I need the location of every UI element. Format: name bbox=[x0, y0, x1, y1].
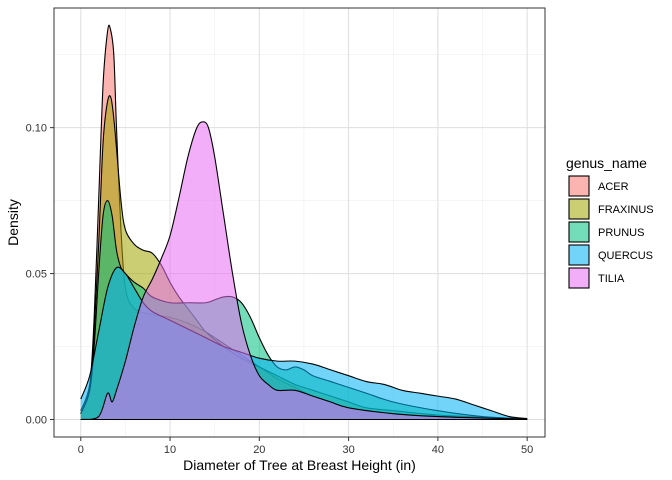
x-tick-label: 40 bbox=[432, 444, 444, 456]
density-line-tilia bbox=[80, 121, 528, 421]
x-tick-label: 50 bbox=[521, 444, 533, 456]
y-tick-label: 0.00 bbox=[26, 414, 47, 426]
panel-border bbox=[53, 7, 546, 438]
legend-label-prunus: PRUNUS bbox=[598, 227, 644, 239]
x-tick-label: 0 bbox=[78, 444, 84, 456]
legend-key-quercus bbox=[568, 244, 590, 266]
x-tick-label: 20 bbox=[253, 444, 265, 456]
legend-title: genus_name bbox=[566, 155, 647, 171]
x-axis: 0 10 20 30 40 50 bbox=[78, 437, 533, 456]
plot-panel bbox=[53, 7, 546, 438]
legend-label-fraxinus: FRAXINUS bbox=[598, 204, 654, 216]
legend-label-tilia: TILIA bbox=[598, 273, 625, 285]
legend-label-quercus: QUERCUS bbox=[598, 250, 653, 262]
y-tick-label: 0.05 bbox=[26, 269, 47, 281]
y-axis: 0.00 0.05 0.10 bbox=[26, 123, 54, 426]
legend-items: ACER FRAXINUS PRUNUS QUERCUS TILIA bbox=[568, 175, 654, 289]
density-areas bbox=[80, 24, 528, 421]
legend-key-prunus bbox=[568, 221, 590, 243]
density-area-tilia bbox=[80, 121, 528, 420]
y-tick-label: 0.10 bbox=[26, 123, 47, 135]
x-tick-label: 30 bbox=[342, 444, 354, 456]
legend: genus_name ACER FRAXINUS PRUNUS QUERCUS TILI… bbox=[566, 155, 654, 289]
y-axis-title: Density bbox=[5, 199, 21, 246]
legend-label-acer: ACER bbox=[598, 181, 629, 193]
legend-key-fraxinus bbox=[568, 198, 590, 220]
x-tick-label: 10 bbox=[164, 444, 176, 456]
density-line-quercus bbox=[80, 266, 528, 420]
x-axis-title: Diameter of Tree at Breast Height (in) bbox=[183, 457, 416, 473]
legend-key-acer bbox=[568, 175, 590, 197]
legend-key-tilia bbox=[568, 267, 590, 289]
